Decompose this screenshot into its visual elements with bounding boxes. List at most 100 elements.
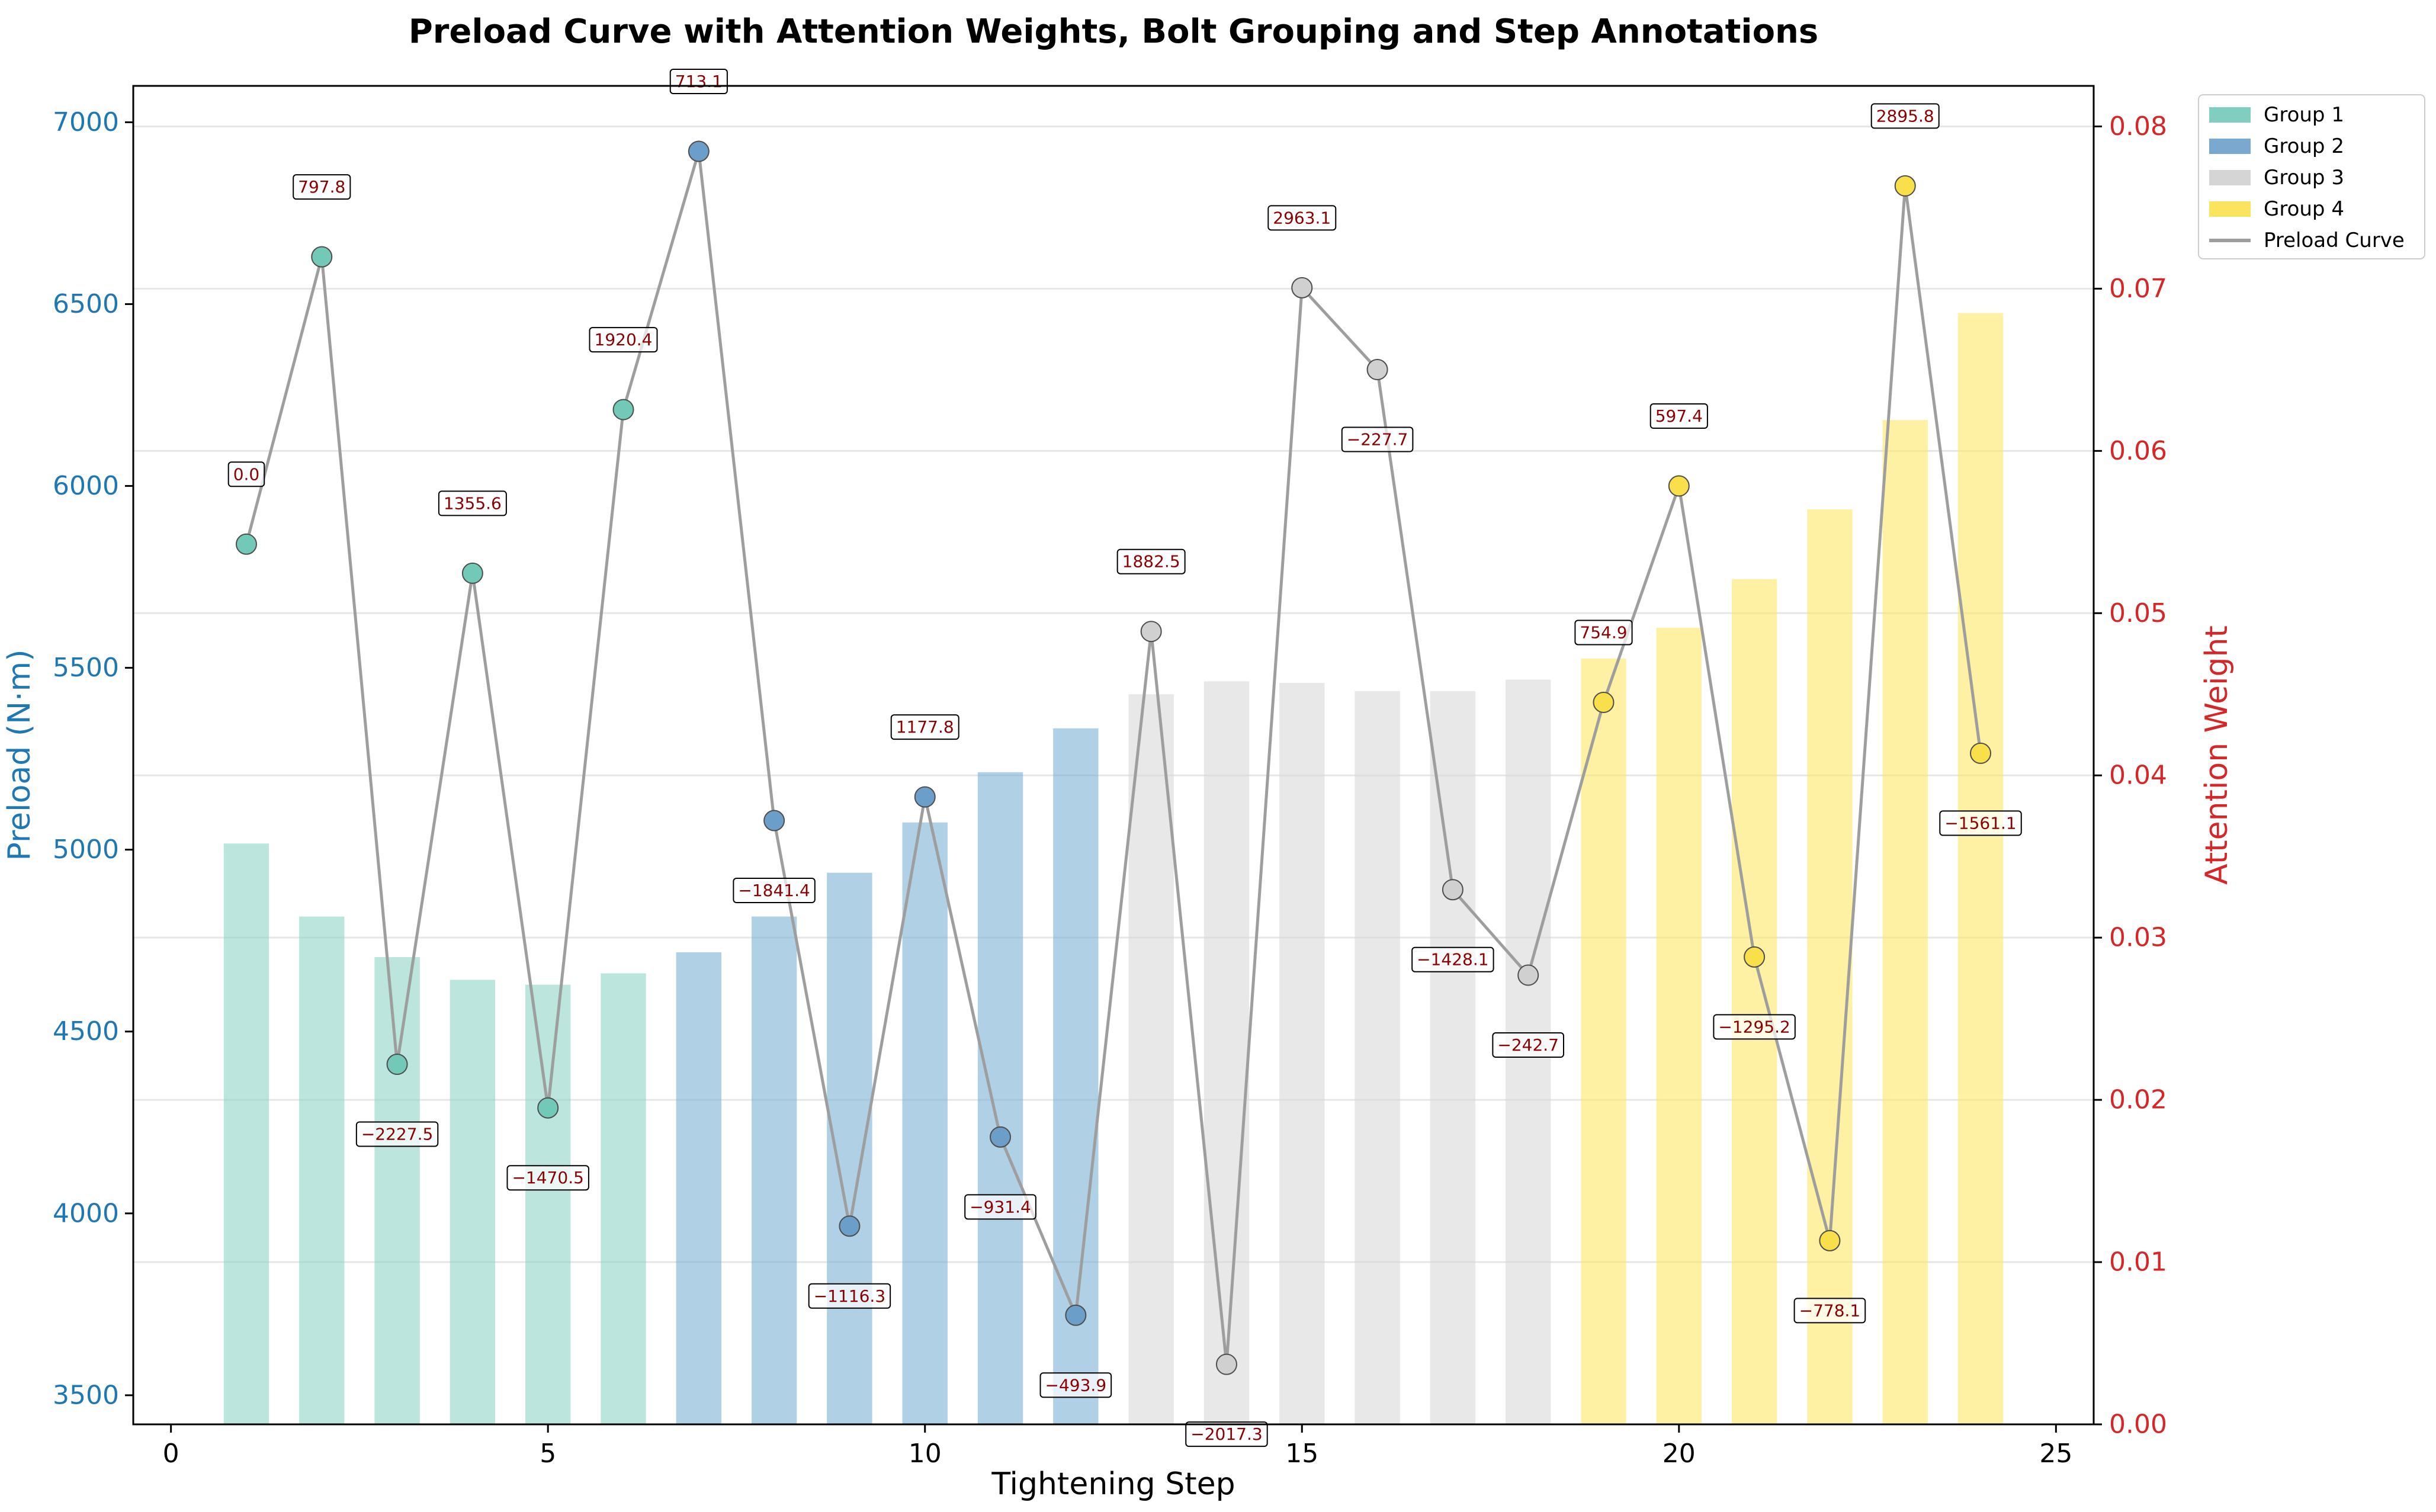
preload-marker-step-15 <box>1291 277 1313 298</box>
preload-marker-step-6 <box>612 399 634 420</box>
y-left-tick-label-5000: 5000 <box>53 834 119 865</box>
annotation-step-10: 1177.8 <box>890 714 959 740</box>
attention-bar-step-21 <box>1731 579 1777 1424</box>
annotation-step-3: −2227.5 <box>355 1121 439 1147</box>
plot-frame <box>132 85 2095 1426</box>
y-left-axis-label: Preload (N·m) <box>2 650 37 861</box>
annotation-step-16: −227.7 <box>1341 426 1414 452</box>
legend-frame <box>2198 94 2425 259</box>
chart-title: Preload Curve with Attention Weights, Bo… <box>409 12 1819 51</box>
attention-bar-step-13 <box>1128 694 1174 1424</box>
attention-bars <box>223 313 2004 1424</box>
y-left-tick-label-6000: 6000 <box>53 471 119 501</box>
preload-marker-step-2 <box>311 246 333 268</box>
preload-marker-step-16 <box>1366 359 1388 381</box>
attention-bar-step-14 <box>1203 681 1250 1424</box>
y-right-tick-label-0.06: 0.06 <box>2109 436 2167 466</box>
preload-marker-step-1 <box>235 533 257 555</box>
annotation-box <box>1411 946 1494 972</box>
annotation-label: 1920.4 <box>595 330 653 349</box>
preload-marker-step-19 <box>1593 691 1615 713</box>
attention-bar-step-6 <box>601 973 646 1424</box>
annotation-box <box>1039 1372 1112 1398</box>
legend-swatch <box>2209 201 2251 217</box>
annotation-step-13: 1882.5 <box>1116 548 1186 574</box>
annotation-box <box>1649 403 1708 429</box>
annotation-step-19: 754.9 <box>1574 619 1633 646</box>
legend: Group 1 Group 2 Group 3 Group 4 Preload Curv… <box>2198 94 2425 259</box>
annotation-step-9: −1116.3 <box>808 1283 891 1309</box>
preload-marker-step-8 <box>763 810 785 832</box>
preload-marker-step-22 <box>1819 1229 1841 1251</box>
attention-bar-step-3 <box>374 957 420 1424</box>
annotation-label: 754.9 <box>1580 622 1627 642</box>
annotation-label: −2017.3 <box>1190 1424 1262 1444</box>
annotation-box <box>1713 1014 1796 1040</box>
y-right-tick-label-0.01: 0.01 <box>2109 1247 2167 1277</box>
preload-line <box>245 150 1982 1365</box>
legend-label: Group 4 <box>2264 197 2344 221</box>
x-tick-label-15: 15 <box>1285 1439 1318 1469</box>
y-right-tick-label-0.05: 0.05 <box>2109 598 2167 628</box>
y-right-tick-label-0.03: 0.03 <box>2109 923 2167 953</box>
grid-layer <box>133 125 2094 1426</box>
preload-marker-step-12 <box>1065 1304 1087 1326</box>
y-left-tick-label-6500: 6500 <box>53 289 119 319</box>
annotation-box <box>355 1121 439 1147</box>
annotation-box <box>438 490 507 516</box>
preload-marker-step-23 <box>1894 175 1916 197</box>
attention-bar-step-2 <box>299 916 345 1424</box>
x-axis-label: Tightening Step <box>991 1466 1235 1502</box>
annotation-label: 2895.8 <box>1876 106 1934 126</box>
y-right-axis-label: Attention Weight <box>2199 625 2235 885</box>
annotation-step-5: −1470.5 <box>506 1165 589 1191</box>
preload-marker-step-20 <box>1668 475 1690 497</box>
annotation-box <box>1574 619 1633 646</box>
preload-marker-step-21 <box>1744 946 1766 968</box>
annotation-box <box>1793 1298 1866 1324</box>
y-left-tick-label-5500: 5500 <box>53 653 119 683</box>
annotation-label: −227.7 <box>1347 430 1408 450</box>
annotation-label: −1470.5 <box>512 1168 583 1187</box>
legend-label: Group 3 <box>2264 166 2344 190</box>
legend-swatch <box>2209 170 2251 185</box>
preload-marker-step-11 <box>990 1126 1012 1148</box>
legend-item-2: Group 2 <box>2209 134 2344 158</box>
legend-item-4: Group 4 <box>2209 197 2344 221</box>
attention-bar-step-1 <box>223 843 269 1424</box>
annotation-label: −1116.3 <box>814 1286 885 1306</box>
y-left-tick-label-3500: 3500 <box>53 1380 119 1410</box>
attention-bar-step-20 <box>1656 627 1702 1424</box>
annotation-box <box>227 461 265 487</box>
annotation-step-6: 1920.4 <box>589 327 658 353</box>
annotation-label: 1355.6 <box>444 493 502 513</box>
annotation-step-24: −1561.1 <box>1939 810 2022 836</box>
annotation-label: 797.8 <box>298 177 345 197</box>
legend-swatch <box>2209 107 2251 123</box>
x-tick-label-25: 25 <box>2039 1439 2072 1469</box>
annotation-label: −493.9 <box>1045 1375 1107 1395</box>
annotation-box <box>1267 205 1337 231</box>
preload-marker-step-17 <box>1442 879 1463 901</box>
x-tick-label-20: 20 <box>1662 1439 1696 1469</box>
annotation-box <box>1341 426 1414 452</box>
attention-bar-step-7 <box>676 952 721 1424</box>
annotation-box <box>506 1165 589 1191</box>
annotation-step-21: −1295.2 <box>1713 1014 1796 1040</box>
annotation-label: 1882.5 <box>1122 552 1180 572</box>
annotation-label: −1428.1 <box>1417 950 1488 970</box>
annotation-step-7: 713.1 <box>669 69 728 95</box>
annotation-box <box>589 327 658 353</box>
y-right-tick-label-0.07: 0.07 <box>2109 274 2167 304</box>
y-left-tick-label-4500: 4500 <box>53 1016 119 1046</box>
annotation-label: −931.4 <box>970 1197 1031 1216</box>
attention-bar-step-16 <box>1355 691 1400 1424</box>
y-right-tick-label-0: 0.00 <box>2109 1410 2167 1440</box>
attention-bar-step-4 <box>450 980 496 1424</box>
preload-markers <box>235 140 1992 1375</box>
annotation-step-22: −778.1 <box>1793 1298 1866 1324</box>
preload-marker-step-7 <box>688 140 710 162</box>
legend-item-5: Preload Curve <box>2209 229 2405 252</box>
axes: 0 5 10 15 20 25 3500 4000 4500 5000 5500 6000 6500 70… <box>53 107 2167 1469</box>
